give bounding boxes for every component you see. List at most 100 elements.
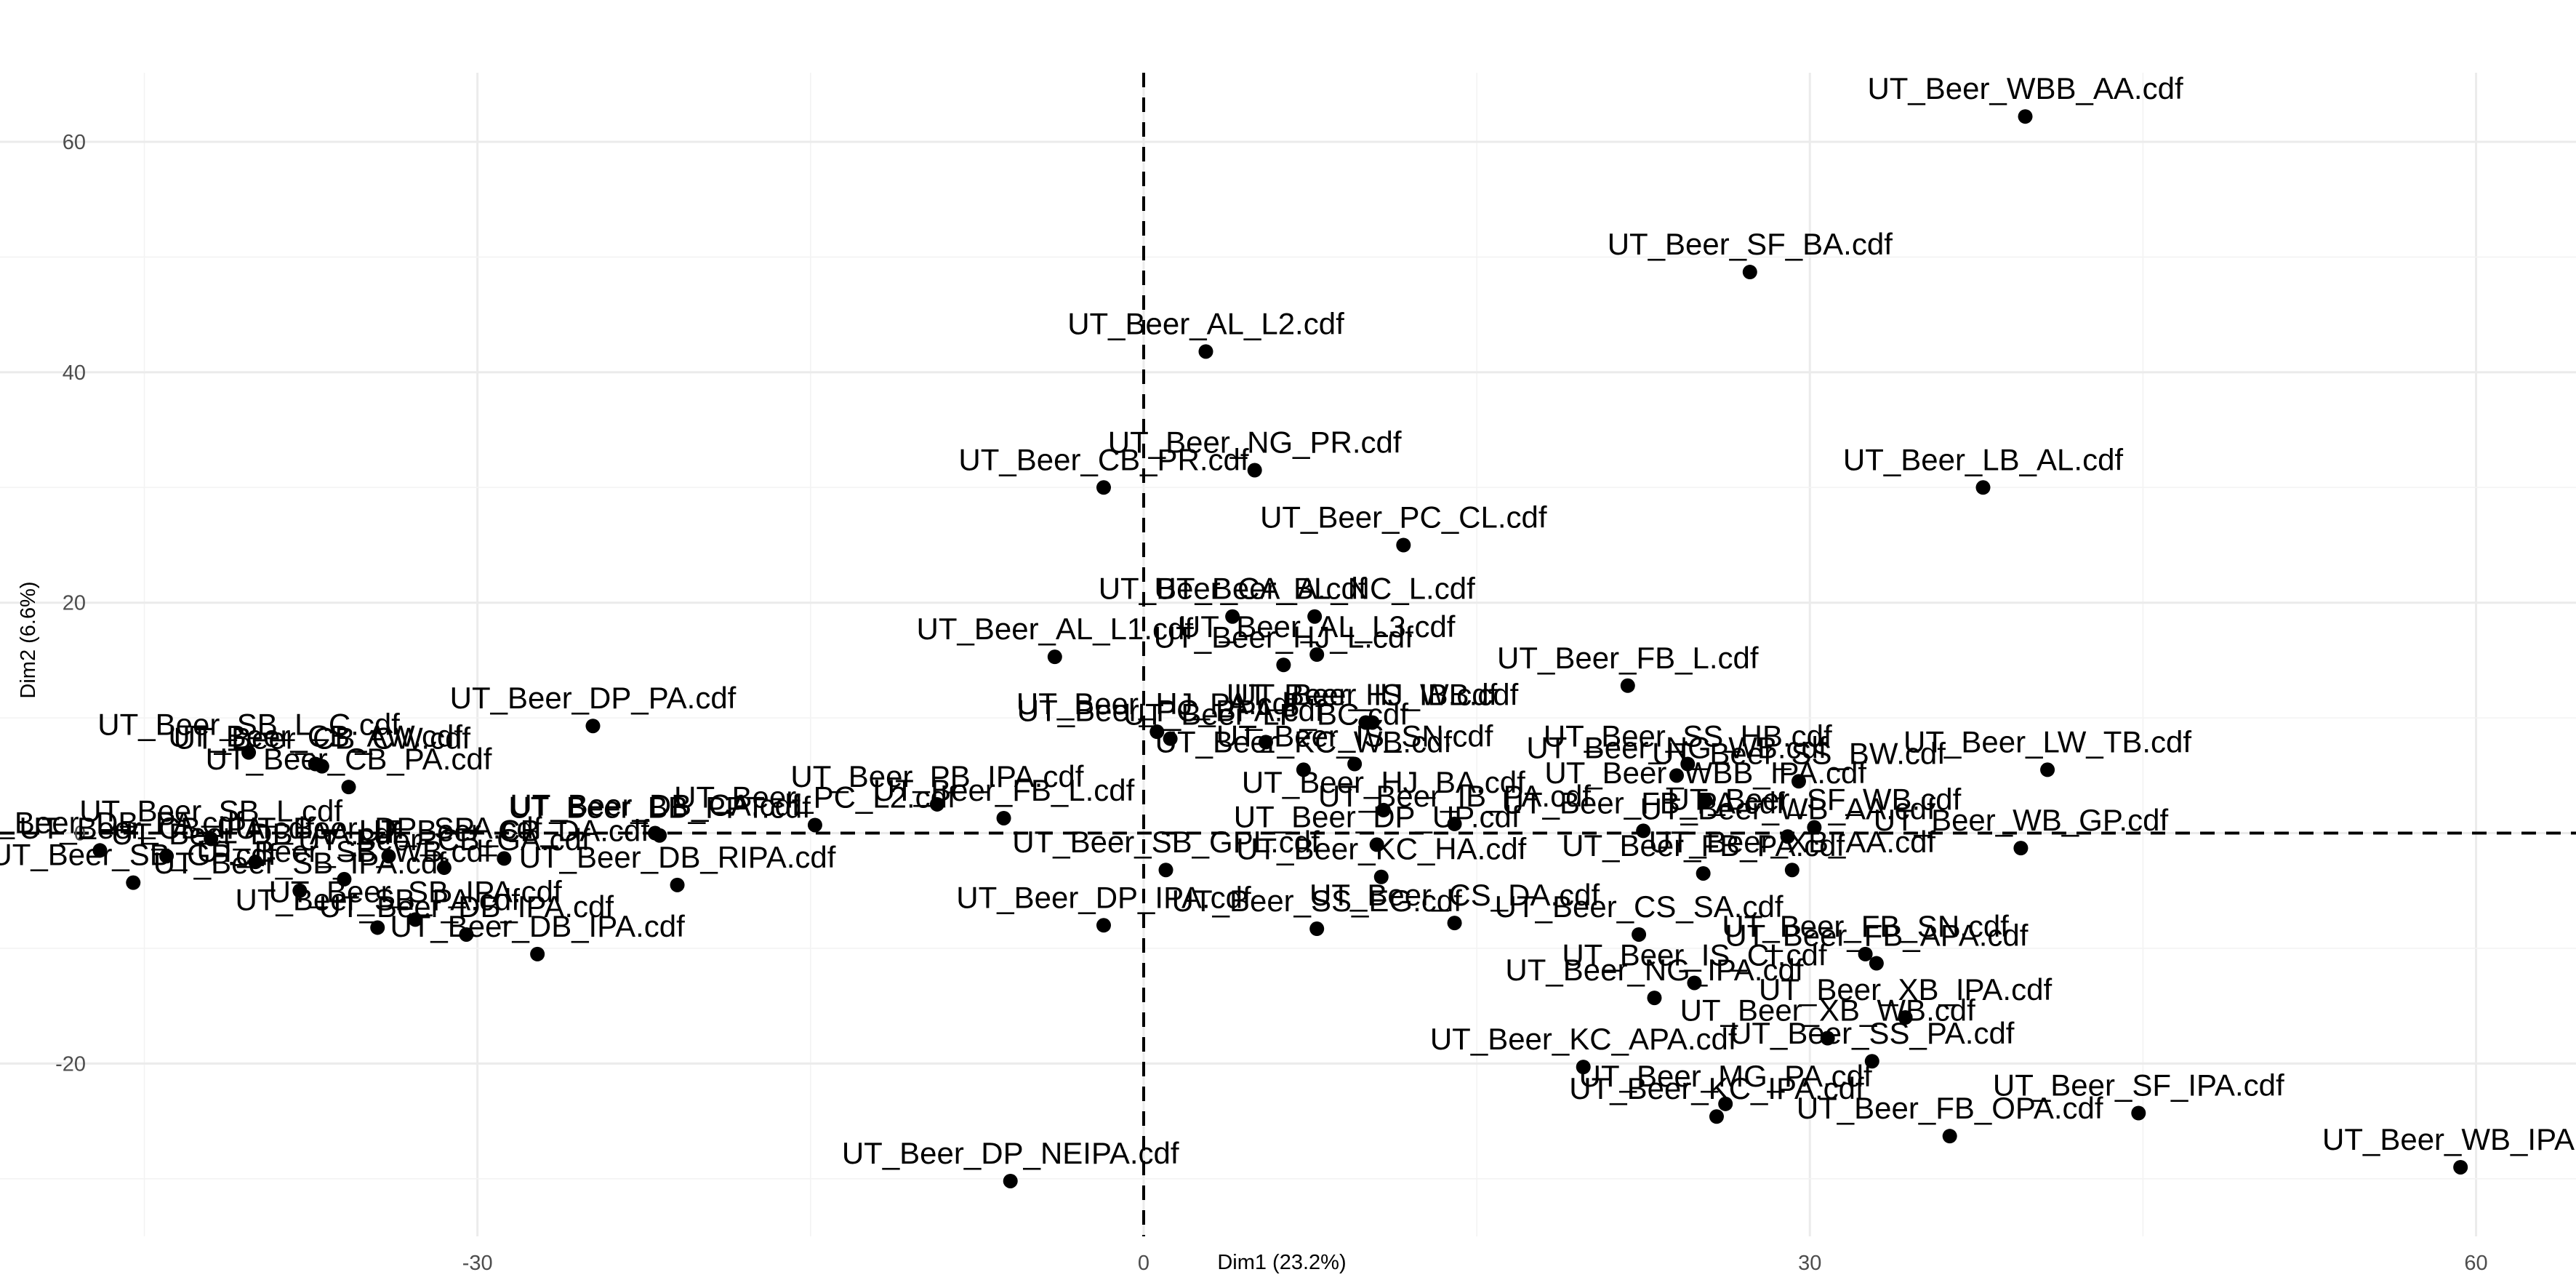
point-label: UT_Beer_XB_WB.cdf: [1680, 993, 1975, 1028]
data-point: [1807, 820, 1822, 835]
point-label: UT_Beer_FB_OPA.cdf: [1797, 1091, 2103, 1125]
point-label: UT_Beer_FB_SN.cdf: [1722, 909, 2009, 943]
point-label: UT_Beer_KC_IPA.cdf: [1569, 1071, 1864, 1105]
point-label: UT_Beer_SB_L_C.cdf: [97, 708, 400, 742]
data-point: [929, 796, 944, 812]
data-point: [1149, 724, 1165, 740]
point-label: UT_Beer_PB_IPA.cdf: [790, 759, 1083, 793]
x-tick-label: -30: [462, 1252, 493, 1275]
data-point: [1698, 793, 1713, 809]
data-point: [248, 855, 263, 870]
data-point: [159, 849, 174, 864]
data-point: [1742, 265, 1757, 280]
point-label: UT_Beer_SB_GPL.cdf: [1012, 825, 1320, 859]
y-tick-label: 60: [63, 131, 86, 154]
point-label: UT_Beer_MG_PA.cdf: [1579, 1059, 1872, 1093]
data-point: [1975, 480, 1991, 495]
data-point: [1373, 869, 1389, 884]
data-point: [1296, 762, 1311, 777]
data-point: [1709, 1109, 1724, 1124]
point-label: UT_Beer_AL_L2.cdf: [1067, 306, 1344, 340]
data-point: [1258, 735, 1273, 750]
point-label: UT_Beer_NG_WB.cdf: [1526, 730, 1826, 764]
data-point: [408, 912, 423, 927]
point-label: UT_Beer_SB_L.cdf: [79, 793, 342, 828]
data-point: [2040, 762, 2055, 777]
data-point: [1820, 1031, 1835, 1046]
point-label: UT_Beer_LW_TB.cdf: [1903, 724, 2191, 759]
data-point: [204, 831, 219, 847]
point-label: UT_Beer_HJ_WB.cdf: [1227, 677, 1519, 711]
point-label: UT_Beer_CB_DA.cdf: [359, 813, 649, 847]
point-label: UT_Beer_SS_PA.cdf: [1730, 1016, 2015, 1050]
point-label: UT_Beer_SS_HB.cdf: [1544, 719, 1832, 753]
point-label: UT_Beer_WB_AA.cdf: [1640, 791, 1935, 825]
point-label: UT_Beer_HJ_L.cdf: [1154, 620, 1413, 654]
data-point: [1003, 1173, 1018, 1188]
data-point: [1096, 480, 1111, 495]
point-label: UT_Beer_SF_IPA.cdf: [1993, 1068, 2284, 1102]
point-label: UT_Beer_SF_WB.cdf: [1667, 783, 1961, 817]
point-label: UT_Beer_AL_L1.cdf: [917, 612, 1194, 646]
data-point: [1864, 1054, 1879, 1069]
data-point: [1576, 1060, 1591, 1075]
point-label: UT_Beer_AL_L3.cdf: [1179, 609, 1456, 644]
point-label: UT_Beer_CB_IPA.cdf: [19, 811, 314, 845]
point-label: UT_Beer_CB_PA.cdf: [206, 742, 492, 776]
data-point: [1869, 956, 1884, 971]
data-point: [1647, 991, 1662, 1006]
point-label: UT_Beer_KC_WB.cdf: [1155, 724, 1453, 759]
y-axis-ticks: -20 0 20 40 60: [55, 131, 86, 1076]
data-points: [92, 109, 2468, 1188]
data-point: [1447, 916, 1462, 931]
point-label: UT_Beer_WBB_AA.cdf: [1867, 71, 2183, 105]
point-label: UT_Beer_IS_IB.cdf: [1234, 677, 1497, 711]
point-label: UT_Beer_DB_CA.cdf: [510, 788, 800, 823]
data-point: [648, 825, 663, 841]
point-label: UT_Beer_DP_IPA.cdf: [956, 880, 1251, 914]
data-point: [337, 871, 352, 887]
data-point: [1358, 715, 1373, 730]
point-label: UT_Beer_CB_PR.cdf: [958, 442, 1248, 476]
point-label: UT_Beer_CB_CW.cdf: [174, 721, 471, 756]
data-point: [1309, 647, 1325, 662]
point-label: UT_Beer_WB_IPA: [2322, 1122, 2575, 1156]
data-point: [1158, 863, 1173, 878]
point-label: UT_Beer_PC_L2.cdf: [674, 780, 956, 814]
data-point: [1942, 1129, 1957, 1144]
point-label: UT_Beer_NG_IPA.cdf: [1505, 953, 1803, 987]
point-label: UT_Beer_HJ_PA.cdf: [1016, 687, 1298, 721]
point-label: UT_Beer_SB_IPA.cdf: [153, 846, 446, 880]
y-tick-label: -20: [55, 1052, 86, 1076]
data-point: [1198, 344, 1213, 359]
point-label: UT_Beer_PC_BPA.cdf: [1017, 694, 1324, 728]
point-label: UT_Beer_FB_APA.cdf: [1725, 919, 2028, 953]
data-point: [1347, 756, 1363, 772]
data-point: [1447, 816, 1462, 831]
data-point: [370, 920, 385, 935]
y-tick-label: 20: [63, 592, 86, 615]
grid-lines: [0, 73, 2576, 1236]
point-labels: UT_Beer_WBB_AA.cdf UT_Beer_SF_BA.cdf UT_Be…: [0, 71, 2575, 1170]
data-point: [1163, 731, 1178, 746]
data-point: [1780, 829, 1795, 844]
point-label: UT_Beer_LB_AL.cdf: [1843, 442, 2124, 476]
x-axis-title: Dim1 (23.2%): [1217, 1251, 1346, 1274]
point-label: UT_Beer_DB_RIPA.cdf: [519, 840, 836, 874]
point-label: UT_Beer_HJ_BA.cdf: [1242, 765, 1525, 799]
point-label: UT_Beer_FB_PA.cdf: [1502, 785, 1785, 820]
data-point: [1898, 1010, 1913, 1025]
y-tick-label: 40: [63, 361, 86, 385]
point-label: UT_Beer_DP_NEIPA.cdf: [842, 1136, 1179, 1170]
data-point: [585, 719, 601, 734]
point-label: UT_Beer_SS_BW.cdf: [1652, 736, 1946, 770]
point-label: UT_Beer_DB_IPA.cdf: [319, 889, 614, 924]
point-label: UT_Beer_KC_HA.cdf: [1236, 832, 1526, 866]
point-label: UT_Beer_SS_EG.cdf: [1172, 884, 1463, 918]
point-label: UT_Beer_CS_DA.cdf: [1309, 878, 1600, 912]
data-point: [1696, 865, 1711, 881]
data-point: [459, 927, 474, 942]
data-point: [530, 946, 545, 961]
